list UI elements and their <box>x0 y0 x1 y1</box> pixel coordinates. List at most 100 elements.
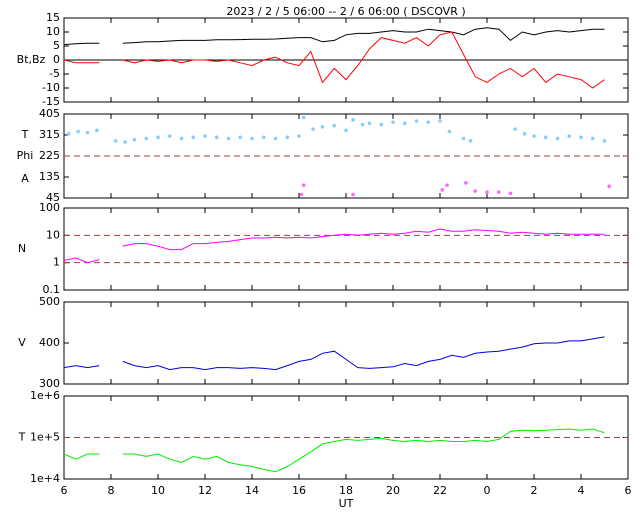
data-point <box>579 135 583 140</box>
data-point <box>250 136 254 141</box>
x-tick-label: 20 <box>386 484 400 497</box>
y-axis-label: T <box>21 128 29 141</box>
data-point <box>297 134 301 138</box>
data-point <box>468 139 473 143</box>
data-point <box>167 134 172 138</box>
data-point <box>179 136 184 141</box>
y-tick-label: 1e+6 <box>30 389 60 402</box>
data-point <box>301 115 306 120</box>
data-point <box>426 120 431 124</box>
x-tick-label: 14 <box>245 484 259 497</box>
x-axis-label: UT <box>339 497 354 510</box>
y-tick-label: 0.1 <box>43 283 61 296</box>
data-point <box>95 128 99 133</box>
y-tick-label: -5 <box>49 67 60 80</box>
y-tick-label: 400 <box>39 336 60 349</box>
x-tick-label: 10 <box>151 484 165 497</box>
data-point <box>447 129 452 134</box>
data-point <box>473 189 478 193</box>
y-tick-label: 405 <box>39 107 60 120</box>
data-point <box>76 129 80 134</box>
data-point <box>132 137 137 142</box>
data-point <box>351 192 355 197</box>
data-line <box>63 428 605 473</box>
data-point <box>567 134 572 138</box>
y-axis-label: T <box>18 431 26 444</box>
data-point <box>445 183 449 187</box>
data-point <box>440 188 445 192</box>
y-tick-label: 135 <box>39 170 60 183</box>
y-axis-label: V <box>18 336 26 349</box>
y-tick-label: 1e+4 <box>30 472 60 485</box>
x-tick-label: 18 <box>339 484 353 497</box>
data-line <box>63 336 605 371</box>
data-point <box>402 121 407 126</box>
data-point <box>191 135 196 140</box>
data-point <box>360 122 365 127</box>
data-point <box>66 132 71 136</box>
data-point <box>607 184 611 189</box>
data-point <box>123 140 127 144</box>
data-point <box>555 136 560 141</box>
y-tick-label: 1 <box>53 256 60 269</box>
y-tick-label: 300 <box>39 377 60 390</box>
data-point <box>543 135 548 140</box>
x-tick-label: 22 <box>433 484 447 497</box>
x-tick-label: 6 <box>61 484 68 497</box>
data-point <box>113 139 118 143</box>
data-point <box>414 119 419 123</box>
data-point <box>344 128 348 133</box>
plot-frame <box>63 207 629 291</box>
data-point <box>602 139 607 143</box>
y-tick-label: 45 <box>46 191 60 204</box>
data-point <box>285 135 290 140</box>
y-tick-label: 500 <box>39 295 60 308</box>
data-point <box>156 135 160 140</box>
data-point <box>203 134 207 138</box>
data-point <box>226 136 231 141</box>
data-point <box>332 123 337 128</box>
y-axis-label: Phi <box>17 149 34 162</box>
x-tick-label: 6 <box>625 484 632 497</box>
data-point <box>299 192 304 197</box>
data-point <box>351 118 355 122</box>
data-point <box>214 135 219 140</box>
y-tick-label: 10 <box>46 25 60 38</box>
data-line <box>63 228 605 264</box>
data-point <box>320 125 325 129</box>
data-point <box>496 190 501 194</box>
y-tick-label: 315 <box>39 128 60 141</box>
data-point <box>590 136 595 141</box>
y-tick-label: 10 <box>46 228 60 241</box>
y-tick-label: -15 <box>42 95 60 108</box>
data-point <box>461 136 466 141</box>
data-point <box>379 122 384 127</box>
y-axis-label: N <box>18 242 26 255</box>
x-tick-label: 2 <box>531 484 538 497</box>
data-point <box>438 119 442 123</box>
chart-title: 2023 / 2 / 5 06:00 -- 2 / 6 06:00 ( DSCO… <box>226 5 465 18</box>
x-tick-label: 0 <box>484 484 491 497</box>
y-tick-label: -10 <box>42 81 60 94</box>
x-tick-label: 8 <box>108 484 115 497</box>
data-point <box>367 121 372 126</box>
data-point <box>391 120 395 124</box>
data-point <box>508 191 513 196</box>
data-point <box>522 132 527 136</box>
x-tick-label: 16 <box>292 484 306 497</box>
data-point <box>532 134 536 138</box>
data-line <box>63 27 605 46</box>
y-tick-label: 15 <box>46 11 60 24</box>
data-point <box>301 183 306 187</box>
data-point <box>273 136 278 141</box>
data-point <box>485 190 489 194</box>
data-point <box>513 127 517 131</box>
y-tick-label: 5 <box>53 39 60 52</box>
data-point <box>261 135 266 140</box>
data-point <box>144 136 149 141</box>
data-point <box>464 181 468 185</box>
data-line <box>63 31 605 89</box>
y-axis-label: Bt,Bz <box>17 53 46 66</box>
x-tick-label: 12 <box>198 484 212 497</box>
y-axis-label: A <box>21 172 29 185</box>
